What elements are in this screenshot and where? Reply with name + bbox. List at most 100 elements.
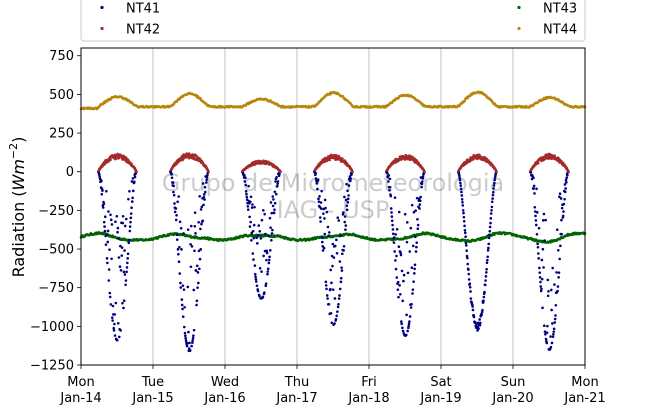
nt41-point [112, 326, 115, 330]
nt41-point [490, 209, 493, 212]
nt41-point [265, 249, 269, 253]
nt41-point [339, 234, 342, 237]
nt41-point [113, 313, 117, 316]
nt41-point [462, 215, 466, 219]
nt41-point [127, 197, 130, 201]
plot-frame [80, 47, 586, 366]
nt41-point [268, 249, 272, 252]
nt41-point [179, 281, 182, 285]
nt41-point [398, 292, 402, 296]
nt41-point [417, 197, 421, 201]
nt41-point [550, 341, 554, 345]
nt41-point [463, 229, 467, 232]
nt41-point [332, 256, 336, 259]
nt41-point [465, 254, 469, 258]
nt41-point [329, 268, 333, 272]
nt41-point [484, 279, 487, 282]
nt41-point [269, 201, 273, 204]
nt41-point [420, 185, 423, 189]
x-tick-label-day: Tue [141, 375, 164, 390]
nt41-point [463, 224, 466, 228]
nt41-point [192, 334, 195, 338]
nt41-point [466, 262, 470, 266]
nt44-point [463, 99, 467, 103]
nt41-point [408, 315, 412, 318]
nt41-point [191, 336, 195, 340]
nt42-point [423, 170, 426, 174]
nt41-point [330, 281, 333, 285]
nt41-point [532, 187, 536, 190]
nt41-point [551, 335, 555, 339]
nt41-point [560, 232, 564, 236]
nt41-point [261, 209, 265, 212]
nt41-point [187, 330, 190, 334]
legend-label-nt43: NT43 [543, 2, 577, 17]
nt41-point [108, 295, 112, 299]
nt41-point [117, 256, 121, 259]
nt41-point [532, 176, 535, 180]
nt41-point [401, 326, 404, 330]
nt41-point [181, 307, 184, 311]
nt41-point [323, 217, 326, 220]
nt41-point [123, 224, 127, 228]
nt44-point [341, 95, 345, 98]
nt41-point [126, 261, 129, 265]
nt41-point [552, 333, 555, 336]
nt41-point [479, 321, 482, 325]
nt41-point [253, 272, 257, 276]
nt41-point [543, 239, 546, 242]
nt41-point [326, 297, 329, 300]
nt41-point [465, 244, 468, 247]
nt41-point [534, 214, 537, 218]
nt41-point [541, 219, 545, 222]
nt41-point [115, 214, 119, 218]
nt41-point [491, 190, 495, 194]
nt41-point [203, 185, 207, 189]
nt41-point [244, 190, 248, 193]
nt41-point [265, 258, 268, 262]
nt41-point [552, 330, 556, 333]
nt41-point [540, 287, 543, 291]
nt41-point [489, 217, 493, 220]
nt41-point [468, 282, 472, 285]
nt41-point [413, 263, 417, 267]
nt41-point [540, 277, 544, 281]
nt41-point [264, 282, 268, 285]
nt41-point [197, 220, 200, 224]
nt41-point [331, 242, 335, 246]
nt41-point [471, 305, 474, 308]
nt41-point [177, 252, 180, 256]
nt41-point [102, 220, 106, 224]
nt41-point [539, 280, 542, 284]
nt41-point [489, 221, 492, 225]
nt41-point [333, 244, 337, 248]
nt41-point [560, 218, 563, 222]
nt41-point [418, 203, 422, 206]
nt41-point [266, 272, 269, 276]
nt41-point [273, 201, 277, 205]
nt41-point [250, 206, 254, 209]
nt41-point [129, 220, 132, 224]
nt41-point [562, 210, 565, 213]
nt41-point [121, 221, 125, 225]
nt41-point [345, 182, 348, 186]
nt41-point [484, 275, 488, 278]
nt41-point [105, 233, 108, 237]
nt41-point [106, 229, 110, 233]
nt41-point [342, 211, 345, 214]
nt41-point [493, 181, 496, 185]
nt41-point [399, 251, 402, 255]
nt41-point [335, 314, 338, 318]
nt41-point [337, 219, 341, 222]
nt41-point [175, 213, 178, 217]
nt41-point [395, 227, 399, 231]
nt41-point [561, 214, 565, 218]
data-points [79, 90, 587, 353]
nt41-point [340, 252, 344, 256]
nt41-point [400, 322, 403, 326]
nt41-point [321, 240, 324, 244]
nt41-point [319, 220, 322, 223]
x-tick-label-day: Fri [361, 375, 377, 390]
x-tick-label-date: Jan-18 [347, 391, 389, 406]
nt41-point [405, 240, 409, 244]
